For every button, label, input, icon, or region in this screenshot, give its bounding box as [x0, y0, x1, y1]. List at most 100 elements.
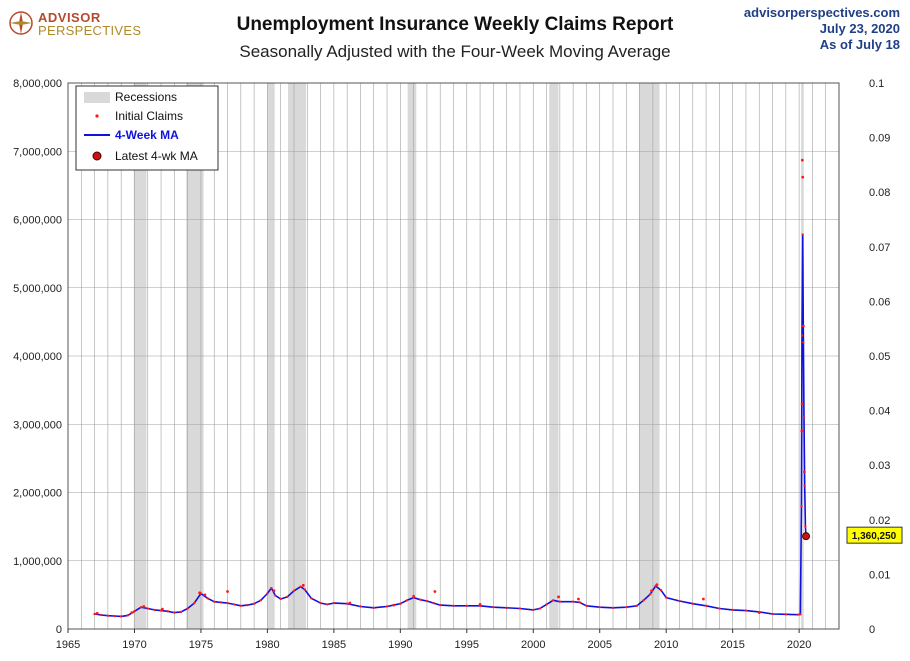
initial-claims-point: [226, 601, 229, 605]
x-axis: 1965 1970 1975 1980 1985 1990 1995 2000 2005 2010…: [56, 629, 811, 651]
y-tick-label: 0: [56, 624, 62, 636]
grid-lines: [67, 82, 840, 630]
initial-claims-point: [142, 605, 146, 608]
initial-claims-point: [199, 592, 203, 595]
initial-claims-point: [432, 601, 435, 605]
x-tick-label: 1990: [388, 639, 412, 651]
series-layer: [93, 158, 808, 618]
latest-ma-marker: [802, 532, 811, 541]
initial-claims-point: [505, 606, 508, 610]
initial-claims-point: [465, 604, 468, 607]
y2-tick-label: 0.06: [869, 296, 890, 308]
initial-claims-point: [804, 525, 807, 528]
initial-claims-point: [345, 602, 349, 605]
initial-claims-point: [270, 586, 273, 590]
initial-claims-point: [259, 599, 262, 602]
y2-tick-label: 0: [869, 624, 875, 636]
initial-claims-point: [286, 595, 289, 599]
latest-callout-label: 1,360,250: [852, 531, 897, 542]
x-tick-label: 1980: [255, 639, 279, 651]
initial-claims-point: [425, 599, 429, 603]
initial-claims-point: [642, 599, 645, 602]
initial-claims-point: [303, 588, 306, 591]
initial-claims-point: [784, 613, 788, 616]
initial-claims-point: [452, 604, 455, 607]
x-tick-label: 2020: [787, 639, 811, 651]
initial-claims-point: [239, 604, 243, 607]
legend-claims-label: Initial Claims: [115, 109, 183, 123]
y-tick-label: 8,000,000: [13, 78, 62, 90]
initial-claims-point: [93, 612, 96, 616]
initial-claims-point: [758, 610, 761, 614]
initial-claims-point: [203, 593, 207, 597]
initial-claims-point: [659, 588, 663, 592]
initial-claims-point: [372, 606, 375, 610]
initial-claims-point: [274, 594, 277, 597]
initial-claims-point: [731, 608, 734, 612]
initial-claims-point: [538, 607, 542, 610]
initial-claims-point: [649, 592, 652, 596]
initial-claims-point: [95, 611, 99, 615]
site-info: advisorperspectives.com July 23, 2020 As…: [744, 5, 900, 53]
y-tick-label: 2,000,000: [13, 488, 62, 500]
initial-claims-point: [799, 613, 802, 616]
initial-claims-point: [625, 605, 628, 609]
initial-claims-point: [419, 598, 422, 601]
initial-claims-point: [664, 596, 668, 599]
initial-claims-point: [100, 613, 103, 617]
initial-claims-point: [206, 597, 209, 600]
y-tick-label: 3,000,000: [13, 419, 62, 431]
initial-claims-point: [246, 603, 249, 607]
initial-claims-point: [266, 592, 269, 595]
report-date: July 23, 2020: [819, 21, 900, 36]
y2-tick-label: 0.02: [869, 515, 890, 527]
y-tick-label: 4,000,000: [13, 351, 62, 363]
legend-recessions-label: Recessions: [115, 90, 177, 104]
initial-claims-point: [159, 609, 163, 612]
initial-claims-point: [557, 595, 560, 599]
initial-claims-point: [326, 603, 329, 606]
initial-claims-point: [226, 590, 229, 593]
legend-ma-label: 4-Week MA: [115, 128, 179, 142]
latest-callout-box: [846, 526, 903, 544]
initial-claims-point: [800, 334, 804, 337]
initial-claims-point: [301, 583, 305, 587]
logo: ADVISOR PERSPECTIVES: [8, 8, 142, 42]
y-tick-label: 1,000,000: [13, 556, 62, 568]
y2-tick-label: 0.07: [869, 242, 890, 254]
initial-claims-point: [139, 605, 143, 609]
initial-claims-point: [113, 614, 116, 618]
initial-claims-point: [279, 597, 282, 601]
initial-claims-point: [492, 605, 495, 609]
initial-claims-point: [433, 590, 437, 593]
initial-claims-point: [598, 605, 601, 609]
initial-claims-point: [578, 601, 581, 604]
initial-claims-point: [232, 603, 236, 606]
x-tick-label: 1970: [122, 639, 146, 651]
x-tick-label: 2000: [521, 639, 545, 651]
initial-claims-point: [130, 611, 134, 615]
initial-claims-point: [310, 597, 313, 600]
x-tick-label: 2010: [654, 639, 678, 651]
initial-claims-point: [399, 602, 402, 605]
chart-title: Unemployment Insurance Weekly Claims Rep…: [236, 14, 674, 35]
initial-claims-point: [299, 585, 302, 588]
legend-recession-swatch: [84, 92, 110, 103]
initial-claims-point: [213, 600, 216, 603]
initial-claims-point: [801, 233, 804, 236]
initial-claims-point: [611, 606, 615, 610]
initial-claims-point: [518, 607, 522, 610]
initial-claims-point: [800, 504, 803, 508]
initial-claims-point: [551, 599, 555, 602]
y2-tick-label: 0.08: [869, 187, 890, 199]
legend-claims-marker: [95, 114, 99, 118]
initial-claims-point: [133, 610, 136, 613]
initial-claims-point: [439, 603, 442, 607]
initial-claims-point: [744, 609, 748, 612]
logo-text-line1: ADVISOR: [38, 10, 101, 25]
initial-claims-point: [478, 604, 482, 607]
logo-text-line2: PERSPECTIVES: [38, 23, 142, 38]
initial-claims-point: [577, 597, 580, 601]
initial-claims-point: [405, 599, 409, 602]
initial-claims-point: [412, 596, 415, 599]
